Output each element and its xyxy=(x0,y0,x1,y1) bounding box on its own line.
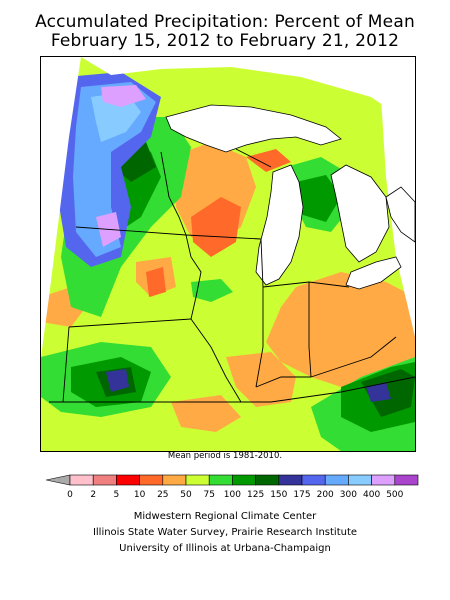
wi-il-border xyxy=(185,234,262,240)
great-lakes xyxy=(165,104,415,290)
mo-il-border xyxy=(190,318,242,403)
mo-ky-tn-border xyxy=(241,376,415,403)
legend-label-5: 5 xyxy=(114,490,120,500)
outside-domain-top xyxy=(81,57,415,127)
credit-line-mrcc: Midwestern Regional Climate Center xyxy=(133,511,317,522)
legend-swatch-300 xyxy=(348,474,372,486)
map-title-line2: February 15, 2012 to February 21, 2012 xyxy=(50,31,400,51)
ia-mo-border xyxy=(68,318,192,328)
legend-label-150: 150 xyxy=(270,490,287,500)
legend-label-500: 500 xyxy=(386,490,403,500)
legend-bins xyxy=(46,474,419,486)
legend-swatch-2 xyxy=(92,474,117,486)
up-mi-border xyxy=(235,148,272,168)
band-100-125-michigan xyxy=(296,175,341,222)
legend-below-min-arrow xyxy=(46,474,71,486)
legend-swatch-500 xyxy=(394,474,419,486)
il-in-border xyxy=(255,238,264,388)
band-10-25-upper-peninsula xyxy=(246,149,291,172)
band-400-500-northwest xyxy=(101,85,146,107)
legend-label-200: 200 xyxy=(317,490,334,500)
legend-swatch-100 xyxy=(232,474,256,486)
ia-il-border xyxy=(185,234,202,320)
band-10-25-wisconsin xyxy=(191,197,241,257)
band-75-100-illinois xyxy=(191,279,233,302)
mean-period-note: Mean period is 1981-2010. xyxy=(167,451,283,461)
outside-domain-left xyxy=(41,57,81,357)
mo-ks-border xyxy=(62,326,70,403)
legend-label-2: 2 xyxy=(90,490,96,500)
precipitation-map xyxy=(40,56,416,452)
legend-canvas: 0 2 5 10 25 50 75 100 125 150 175 200 300 400 500 xyxy=(46,474,419,500)
legend-label-100: 100 xyxy=(224,490,241,500)
legend-swatch-10 xyxy=(139,474,164,486)
band-25-50-east xyxy=(266,272,415,387)
mn-ia-border xyxy=(75,226,187,236)
oh-ky-border xyxy=(310,336,397,378)
legend-label-300: 300 xyxy=(340,490,357,500)
lake-erie xyxy=(345,256,402,290)
credit-line-isws: Illinois State Water Survey, Prairie Res… xyxy=(92,527,358,538)
credit-line-uiuc: University of Illinois at Urbana-Champai… xyxy=(119,543,331,554)
band-25-50-south xyxy=(226,352,296,407)
mi-in-oh-border xyxy=(262,281,350,288)
legend-label-175: 175 xyxy=(293,490,310,500)
precipitation-bands xyxy=(41,72,415,451)
legend-swatch-0 xyxy=(69,474,94,486)
legend-label-75: 75 xyxy=(203,490,214,500)
legend-swatch-25 xyxy=(162,474,187,486)
lake-michigan xyxy=(255,164,304,286)
legend-swatch-50 xyxy=(185,474,210,486)
legend-labels: 0 2 5 10 25 50 75 100 125 150 175 200 300 400 500 xyxy=(67,490,404,500)
band-200-300-northwest xyxy=(73,82,156,257)
color-legend: 0 2 5 10 25 50 75 100 125 150 175 200 300 400 500 xyxy=(46,473,426,503)
legend-label-125: 125 xyxy=(247,490,264,500)
legend-swatch-125 xyxy=(255,474,280,486)
band-25-50-south-central xyxy=(171,395,241,432)
state-boundaries xyxy=(49,148,415,403)
legend-swatch-200 xyxy=(324,474,349,486)
map-title-line1: Accumulated Precipitation: Percent of Me… xyxy=(35,12,415,32)
lake-superior xyxy=(165,104,342,153)
legend-swatch-150 xyxy=(278,474,303,486)
legend-label-50: 50 xyxy=(180,490,192,500)
band-150-175-southwest xyxy=(106,369,129,392)
legend-label-400: 400 xyxy=(363,490,380,500)
georgian-bay-ontario xyxy=(385,186,415,243)
legend-label-10: 10 xyxy=(134,490,146,500)
band-150-175-southeast xyxy=(366,382,391,402)
legend-label-0: 0 xyxy=(67,490,73,500)
legend-swatch-5 xyxy=(116,474,140,486)
legend-label-25: 25 xyxy=(157,490,168,500)
legend-swatch-75 xyxy=(208,474,233,486)
in-ky-border xyxy=(255,376,311,388)
band-10-25-iowa xyxy=(146,267,166,297)
in-oh-border xyxy=(308,282,312,378)
legend-swatch-400 xyxy=(371,474,396,486)
map-canvas xyxy=(41,57,415,451)
lake-huron xyxy=(330,164,390,263)
mn-wi-border xyxy=(160,151,187,236)
legend-swatch-175 xyxy=(301,474,326,486)
